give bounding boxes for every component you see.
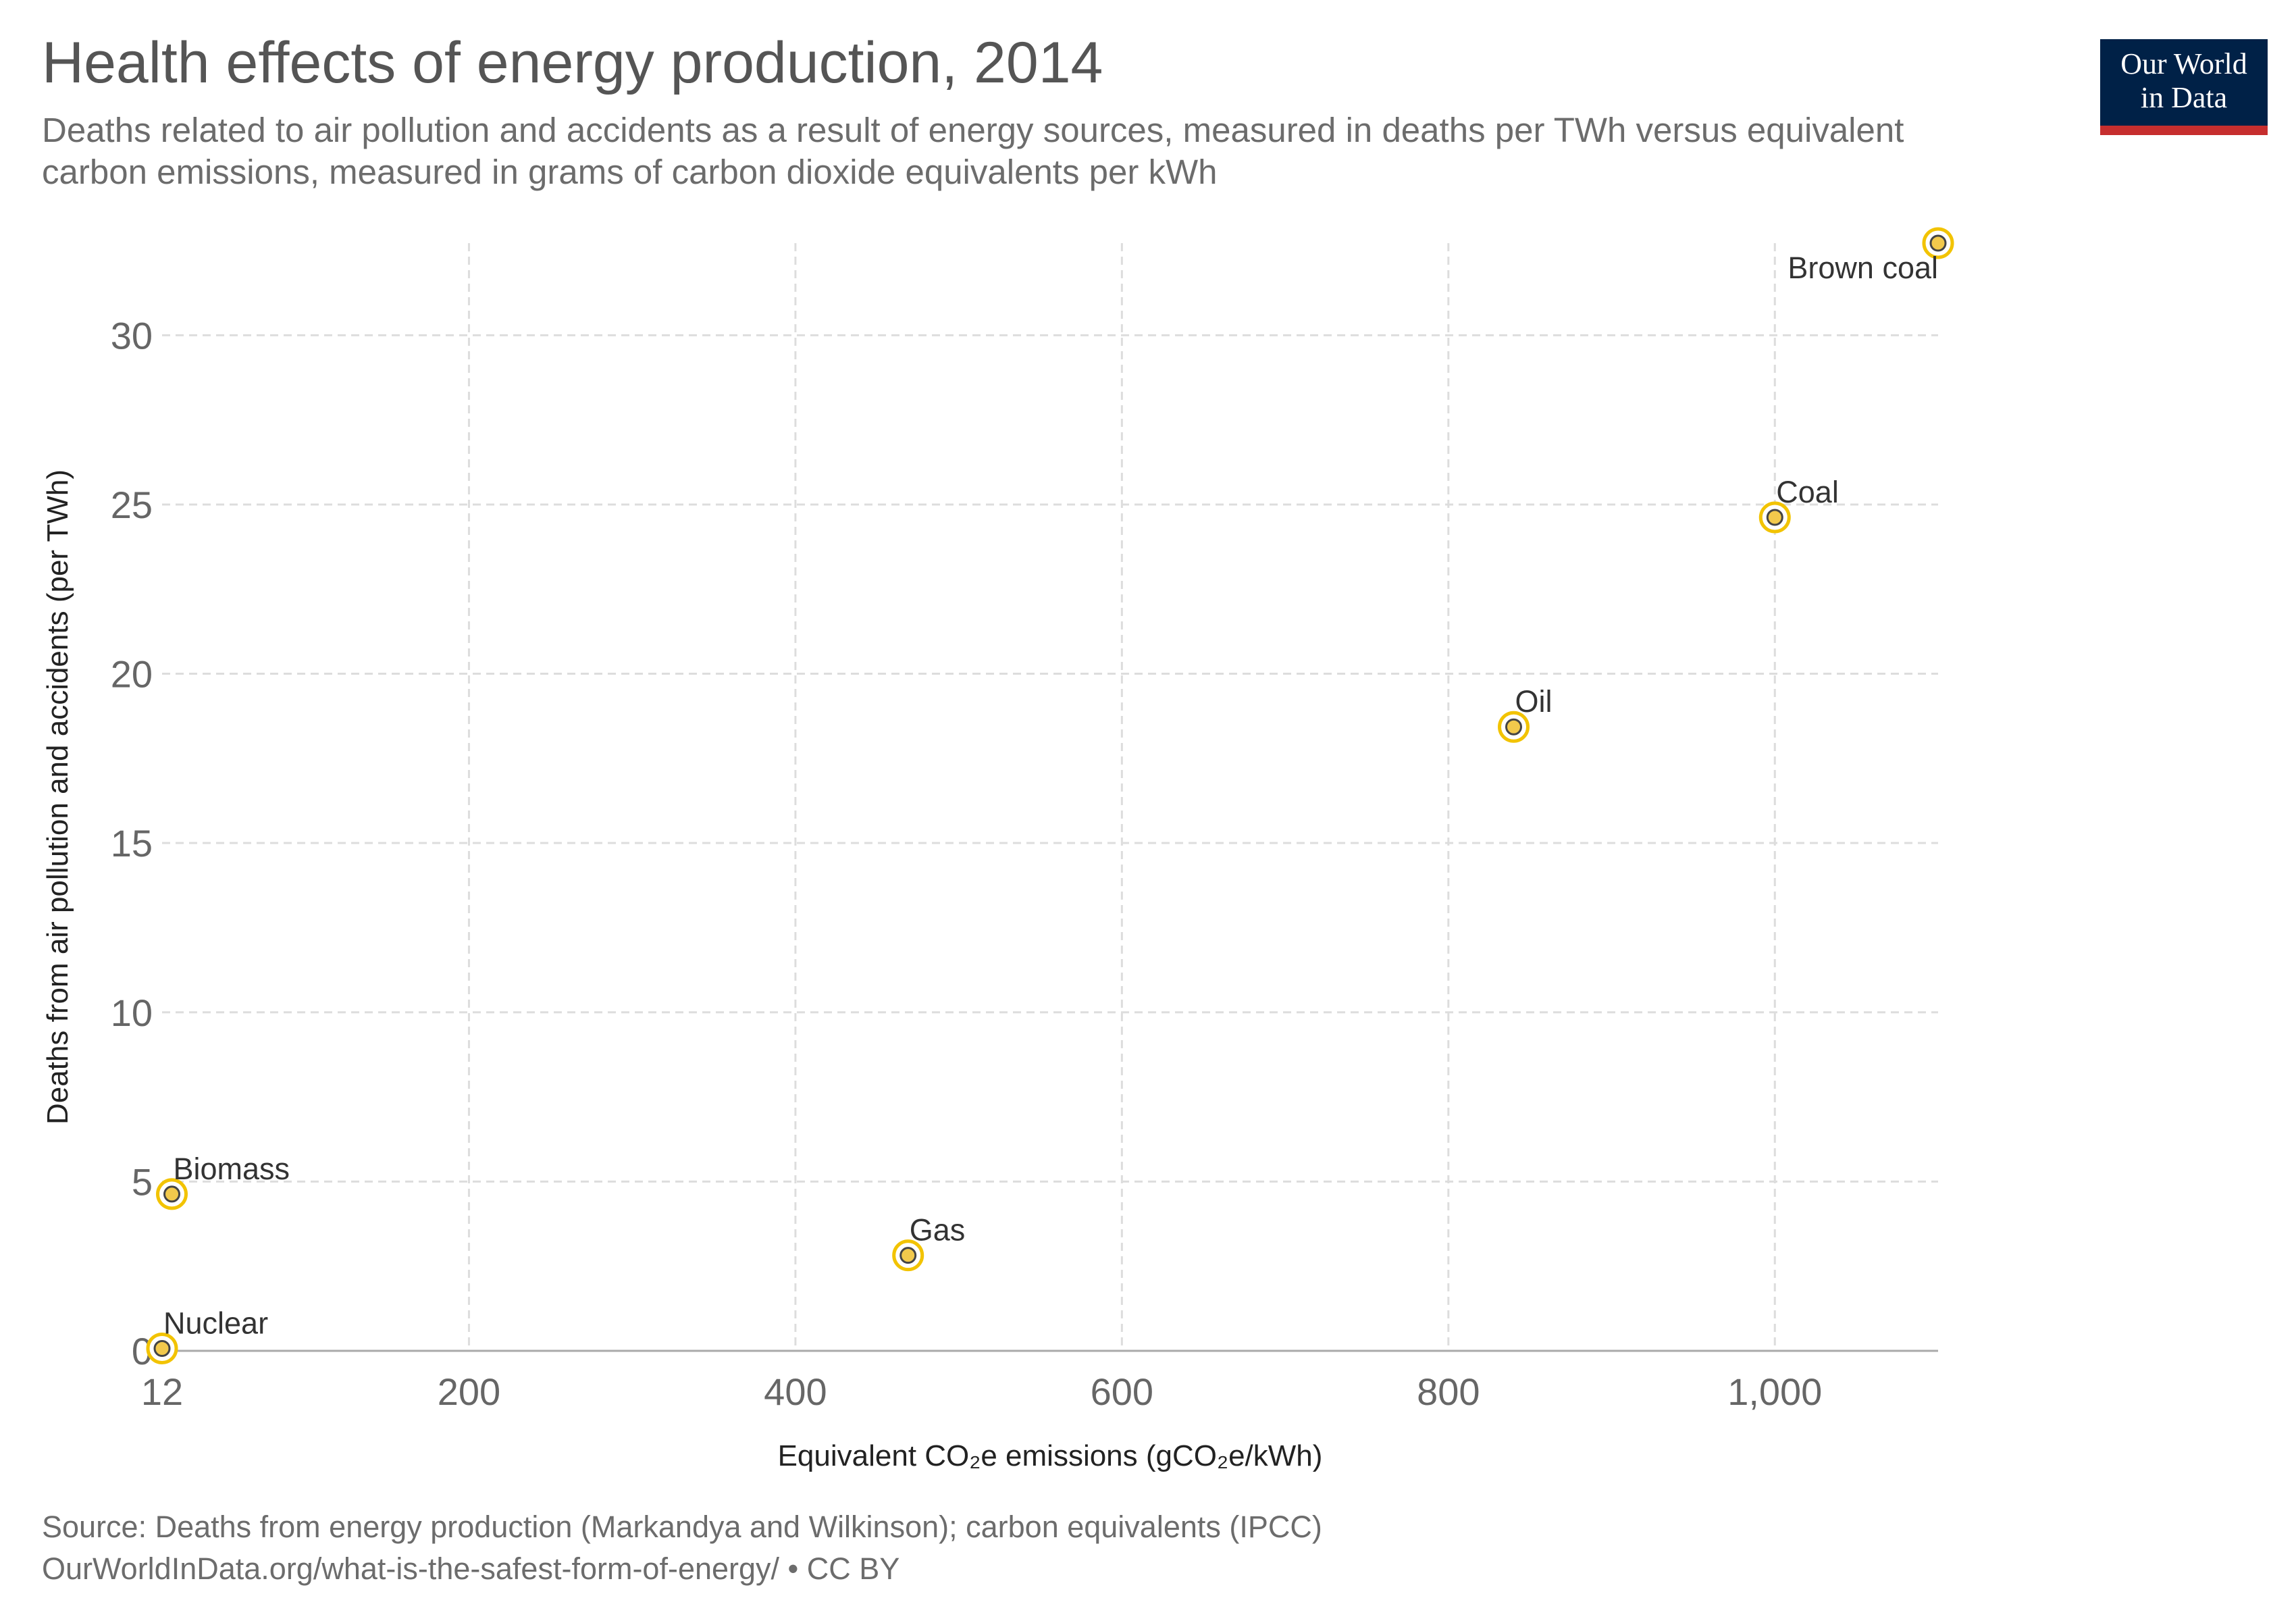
source-text: Source: Deaths from energy production (M… (42, 1510, 1322, 1544)
point-label: Oil (1515, 684, 1553, 719)
source-link[interactable]: OurWorldInData.org/what-is-the-safest-fo… (42, 1551, 900, 1586)
data-point-biomass[interactable] (156, 1178, 188, 1210)
point-label: Coal (1776, 475, 1839, 509)
x-tick-label: 12 (141, 1370, 183, 1413)
data-point-brown-coal[interactable] (1922, 227, 1954, 259)
x-tick-label: 800 (1417, 1370, 1480, 1413)
data-point-coal[interactable] (1758, 501, 1791, 534)
point-label: Brown coal (1788, 251, 1938, 285)
owid-logo[interactable]: Our World in Data (2100, 39, 2268, 135)
logo-line-1: Our World (2120, 47, 2247, 80)
point-labels: Nuclear Biomass Gas Oil Coal Brown coal (163, 251, 1938, 1340)
data-point-oil[interactable] (1498, 711, 1530, 743)
x-tick-label: 1,000 (1727, 1370, 1822, 1413)
y-tick-label: 15 (111, 822, 153, 865)
marker-dot (1929, 234, 1947, 252)
chart-subtitle: Deaths related to air pollution and acci… (42, 111, 1904, 191)
y-tick-label: 20 (111, 653, 153, 696)
data-points (146, 227, 1954, 1364)
point-label: Nuclear (163, 1306, 268, 1340)
marker-dot (1505, 718, 1523, 736)
y-tick-label: 30 (111, 314, 153, 357)
marker-dot (153, 1339, 171, 1357)
x-axis-title: Equivalent CO₂e emissions (gCO₂e/kWh) (778, 1439, 1323, 1472)
y-axis-title: Deaths from air pollution and accidents … (41, 469, 74, 1125)
source-footer: Source: Deaths from energy production (M… (42, 1506, 1322, 1590)
point-label: Biomass (174, 1152, 290, 1186)
logo-line-2: in Data (2140, 81, 2228, 114)
marker-dot (1766, 509, 1783, 526)
y-tick-label: 10 (111, 992, 153, 1034)
x-tick-label: 600 (1091, 1370, 1153, 1413)
data-point-gas[interactable] (892, 1239, 924, 1272)
chart-title: Health effects of energy production, 201… (42, 30, 1103, 95)
marker-dot (899, 1247, 917, 1264)
grid-lines (162, 243, 1938, 1351)
marker-dot (163, 1185, 181, 1203)
y-tick-label: 25 (111, 484, 153, 526)
x-tick-label: 200 (438, 1370, 500, 1413)
data-point-nuclear[interactable] (146, 1332, 178, 1364)
x-tick-label: 400 (764, 1370, 827, 1413)
y-tick-label: 5 (132, 1160, 153, 1203)
point-label: Gas (910, 1213, 966, 1247)
